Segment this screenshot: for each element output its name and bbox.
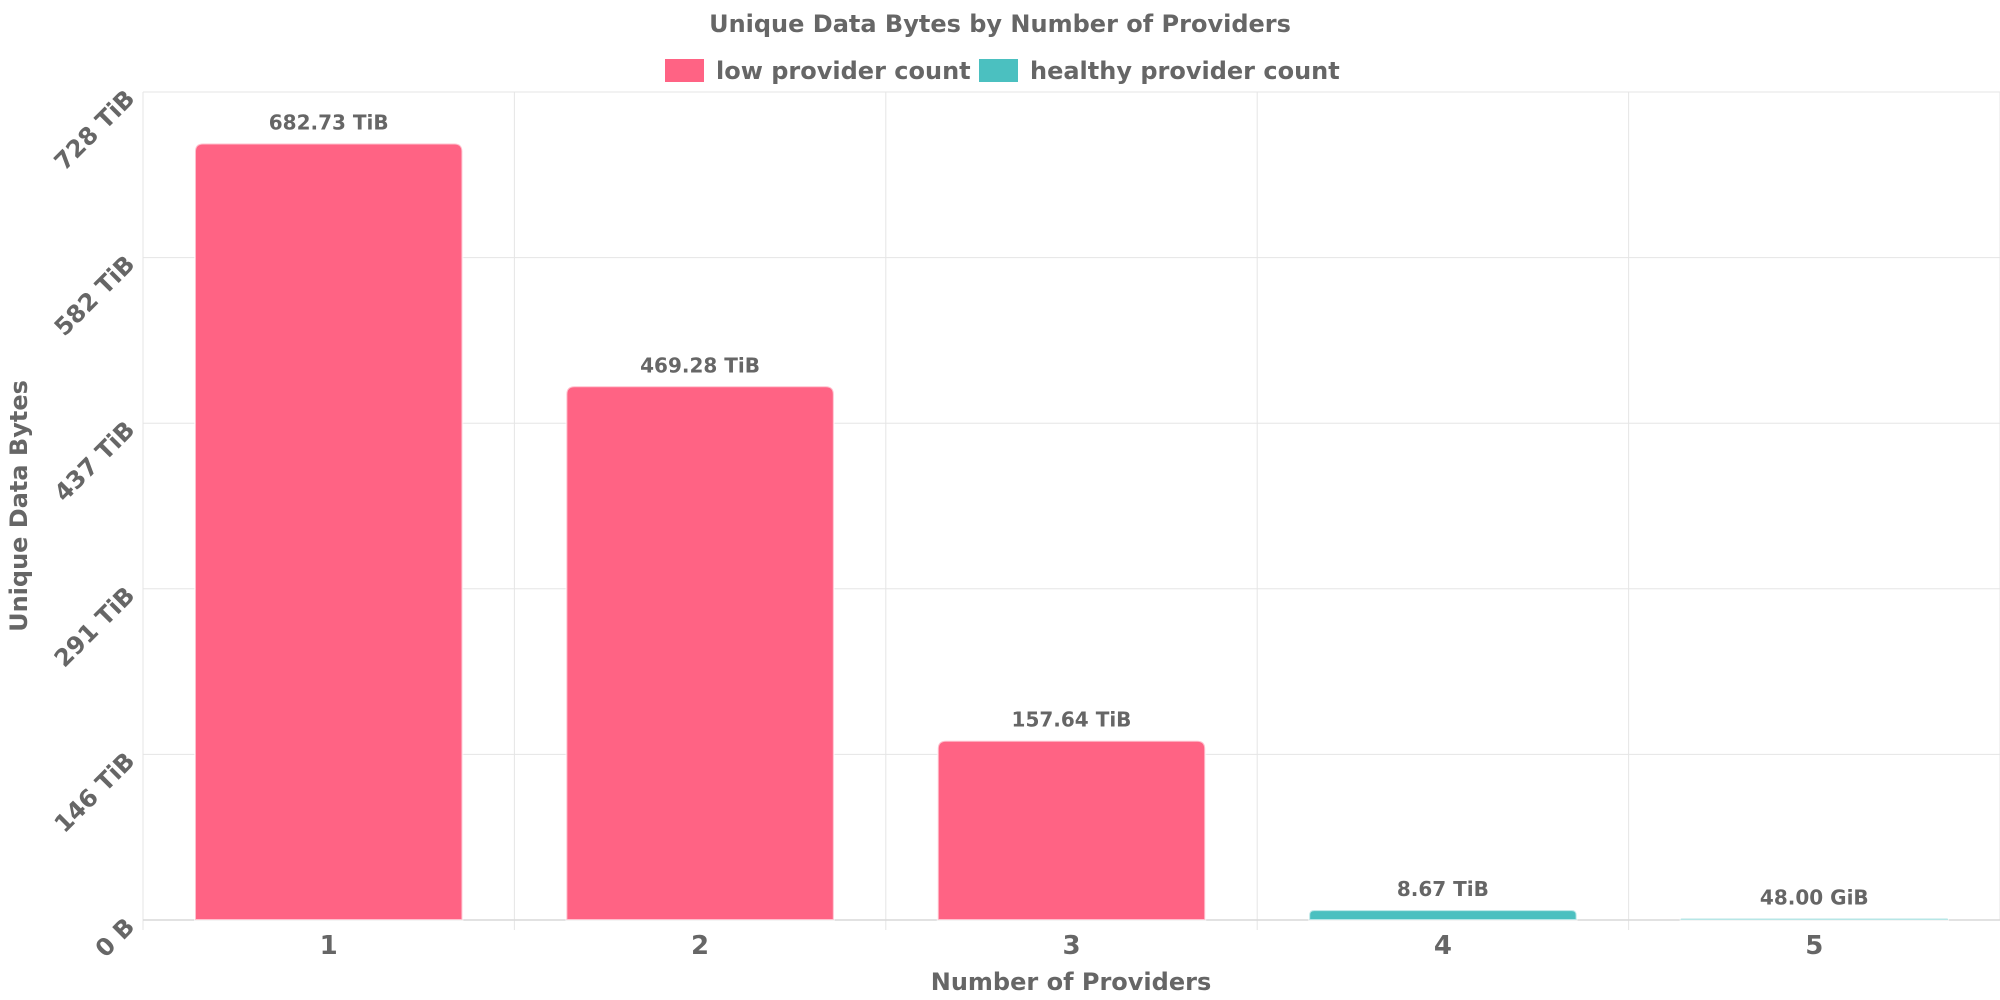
y-tick-label: 291 TiB (49, 581, 140, 672)
bar-4[interactable] (1308, 909, 1578, 921)
legend-swatch-low (665, 59, 704, 82)
x-axis-ticks: 1 2 3 4 5 (320, 931, 1824, 961)
y-tick-label: 437 TiB (49, 416, 140, 507)
bars (193, 142, 1949, 921)
bar-5[interactable] (1679, 917, 1949, 921)
bar-3[interactable] (936, 739, 1207, 921)
legend-label-low: low provider count (716, 57, 971, 85)
data-label-2: 469.28 TiB (640, 353, 760, 377)
y-axis-title: Unique Data Bytes (5, 380, 33, 632)
legend-label-healthy: healthy provider count (1030, 57, 1340, 85)
data-labels: 682.73 TiB 469.28 TiB 157.64 TiB 8.67 TiB 48… (269, 110, 1869, 909)
data-label-5: 48.00 GiB (1760, 886, 1869, 910)
bar-2[interactable] (565, 385, 835, 921)
x-tick-label: 4 (1434, 931, 1452, 961)
y-tick-label: 582 TiB (49, 250, 140, 341)
x-tick-label: 1 (320, 931, 338, 961)
x-tick-label: 2 (691, 931, 709, 961)
chart-title: Unique Data Bytes by Number of Providers (709, 10, 1291, 38)
legend: low provider count healthy provider coun… (665, 57, 1340, 85)
bar-1[interactable] (193, 142, 464, 921)
x-tick-label: 3 (1062, 931, 1080, 961)
x-tick-label: 5 (1805, 931, 1823, 961)
legend-swatch-healthy (979, 59, 1018, 82)
x-axis-title: Number of Providers (931, 968, 1211, 996)
data-label-4: 8.67 TiB (1397, 877, 1489, 901)
data-label-3: 157.64 TiB (1012, 708, 1132, 732)
y-tick-label: 728 TiB (49, 84, 140, 175)
data-label-1: 682.73 TiB (269, 110, 389, 134)
y-tick-label: 146 TiB (49, 747, 140, 838)
y-axis-ticks: 0 B 146 TiB 291 TiB 437 TiB 582 TiB 728 TiB (49, 84, 140, 962)
y-tick-label: 0 B (90, 912, 140, 962)
